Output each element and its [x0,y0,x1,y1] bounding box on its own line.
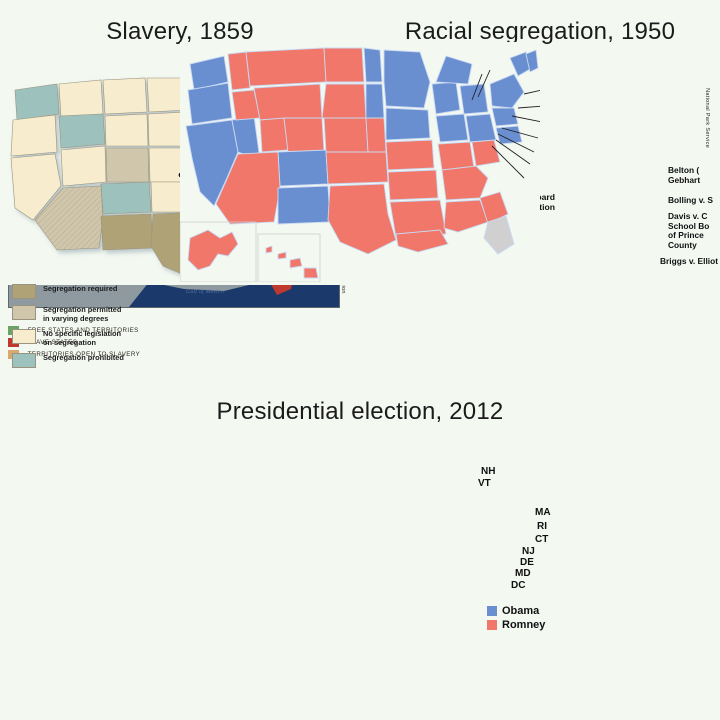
legend-swatch-none [12,329,36,344]
panel-election-2012: Presidential election, 2012 [0,398,720,426]
state-label-nh: NH [481,466,496,477]
state-label-vt: VT [478,478,491,489]
segregation-credit: National Park Service [704,88,710,149]
case-belton-line1: Belton ( [668,165,700,175]
case-davis-line4: County [668,239,697,250]
legend-none-line2: on segregation [43,338,96,347]
case-bolling-line1: Bolling v. S [668,195,713,205]
legend-label-slave: - SLAVE STATES [23,339,78,346]
state-label-dc: DC [511,580,526,591]
legend-none-line1: No specific legislation [43,329,122,338]
case-belton-line2: Gebhart [668,174,701,185]
case-davis-line2: School Bo [668,220,710,231]
state-label-de: DE [520,557,534,568]
legend-swatch-prohibited [12,353,36,368]
legend-item: Segregation permitted in varying degrees [12,305,192,323]
case-briggs-line1: Briggs v. Elliot [660,256,719,266]
state-label-ri: RI [537,521,547,532]
legend-item: Obama [487,605,545,617]
legend-label-none: No specific legislation on segregation [43,329,121,347]
legend-item: No specific legislation on segregation [12,329,192,347]
legend-item: Segregation required [12,284,192,299]
legend-label-romney: Romney [502,619,546,631]
legend-item: Romney [487,619,545,631]
legend-label-free: - FREE STATES AND TERRITORIES [23,327,139,334]
election-legend: Obama Romney [487,605,545,633]
panel-slavery-1859: Slavery, 1859 [0,18,360,46]
segregation-title: Racial segregation, 1950 [404,18,676,45]
election-map-image [179,42,545,283]
case-label-belton: Belton ( Gebhart [668,165,701,185]
legend-permitted-line2: in varying degrees [43,314,109,323]
legend-swatch-permitted [12,305,36,320]
case-davis-line3: of Prince [668,230,704,241]
case-label-bolling: Bolling v. S [668,195,713,206]
state-label-nj: NJ [522,546,535,557]
legend-label-permitted: Segregation permitted in varying degrees [43,305,121,323]
case-davis-line1: Davis v. C [668,211,708,221]
panel-segregation-1950: Racial segregation, 1950 [360,18,720,46]
state-label-ct: CT [535,534,549,545]
legend-label-obama: Obama [502,605,540,617]
state-label-ma: MA [535,507,551,518]
legend-label-required: Segregation required [43,284,118,293]
legend-permitted-line1: Segregation permitted [43,305,122,314]
case-label-davis: Davis v. C School Bo of Prince County [668,211,710,250]
segregation-legend: Segregation required Segregation permitt… [12,284,192,374]
legend-swatch-required [12,284,36,299]
case-label-briggs: Briggs v. Elliot [660,256,719,267]
legend-swatch-obama [487,606,497,616]
legend-label-open: - TERRITORIES OPEN TO SLAVERY [23,351,141,358]
legend-label-prohibited: Segregation prohibited [43,353,124,362]
legend-swatch-romney [487,620,497,630]
election-title: Presidential election, 2012 [216,398,504,425]
legend-item: Segregation prohibited [12,353,192,368]
svg-text:Gulf of Mexico: Gulf of Mexico [186,288,224,295]
state-label-md: MD [515,568,531,579]
slavery-title: Slavery, 1859 [106,18,254,45]
